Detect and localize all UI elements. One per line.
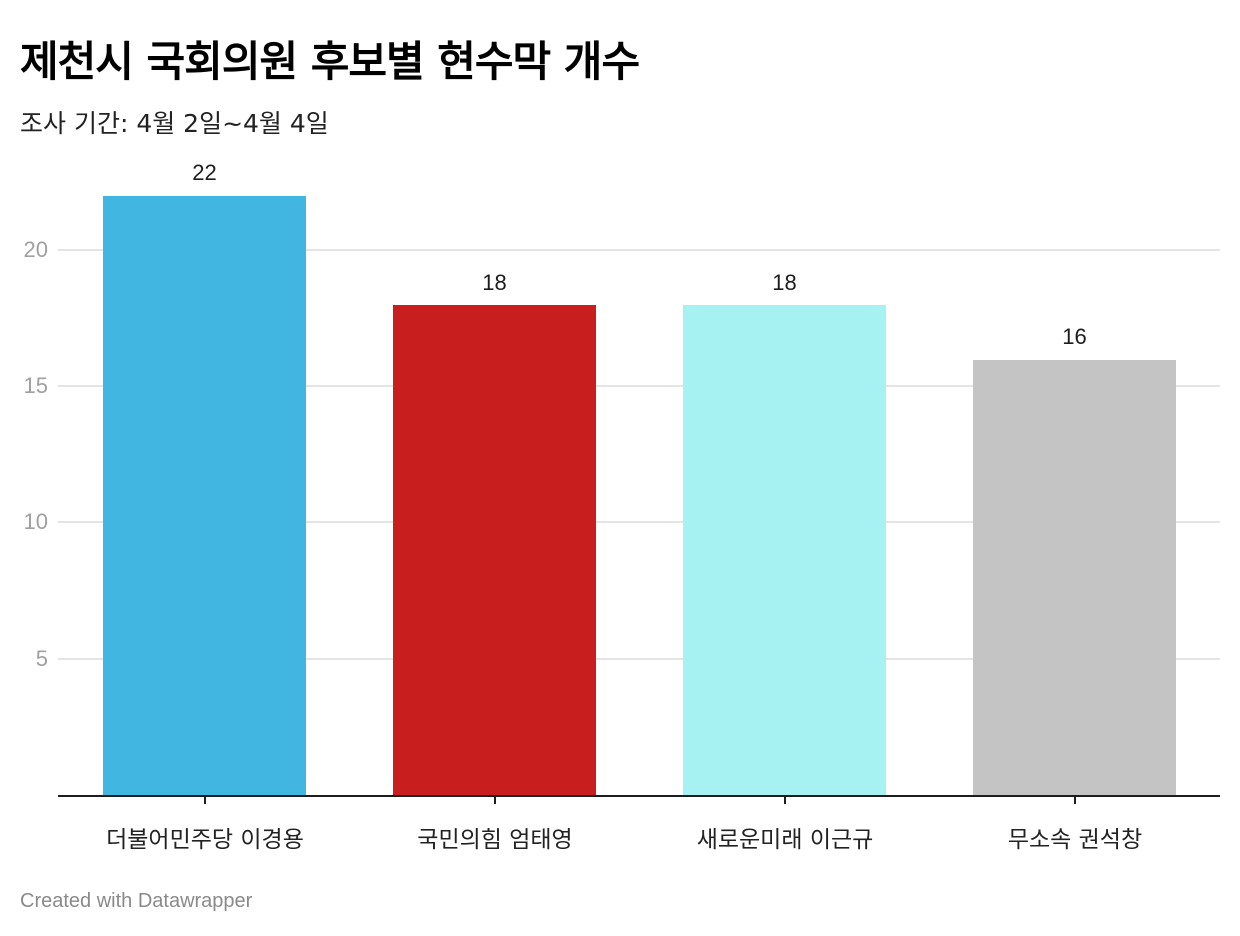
x-axis-line — [58, 795, 1220, 797]
x-axis-label: 새로운미래 이근규 — [696, 827, 874, 853]
gridline-10 — [58, 521, 1220, 523]
value-label: 22 — [192, 160, 217, 185]
value-label: 16 — [1062, 324, 1087, 349]
y-tick-label: 15 — [23, 373, 48, 398]
bar-ppp-eom[interactable] — [393, 305, 596, 796]
bar-democratic-lee[interactable] — [103, 196, 306, 796]
y-tick-label: 5 — [35, 646, 48, 671]
bar-newfuture-lee[interactable] — [683, 305, 886, 796]
value-label: 18 — [482, 270, 507, 295]
chart-subtitle: 조사 기간: 4월 2일~4월 4일 — [20, 109, 329, 138]
x-tick — [784, 797, 786, 804]
x-tick — [494, 797, 496, 804]
x-axis-label: 무소속 권석창 — [1007, 827, 1143, 853]
chart-title: 제천시 국회의원 후보별 현수막 개수 — [20, 37, 640, 86]
y-tick-label: 20 — [23, 237, 48, 262]
gridline-5 — [58, 658, 1220, 660]
x-axis-label: 더불어민주당 이경용 — [106, 827, 304, 853]
y-tick-label: 10 — [23, 509, 48, 534]
gridline-15 — [58, 385, 1220, 387]
bar-independent-kwon[interactable] — [973, 360, 1176, 796]
credit-link[interactable]: Created with Datawrapper — [20, 890, 253, 912]
value-label: 18 — [772, 270, 797, 295]
x-tick — [1074, 797, 1076, 804]
x-axis-label: 국민의힘 엄태영 — [417, 827, 573, 853]
x-tick — [204, 797, 206, 804]
gridline-20 — [58, 249, 1220, 251]
